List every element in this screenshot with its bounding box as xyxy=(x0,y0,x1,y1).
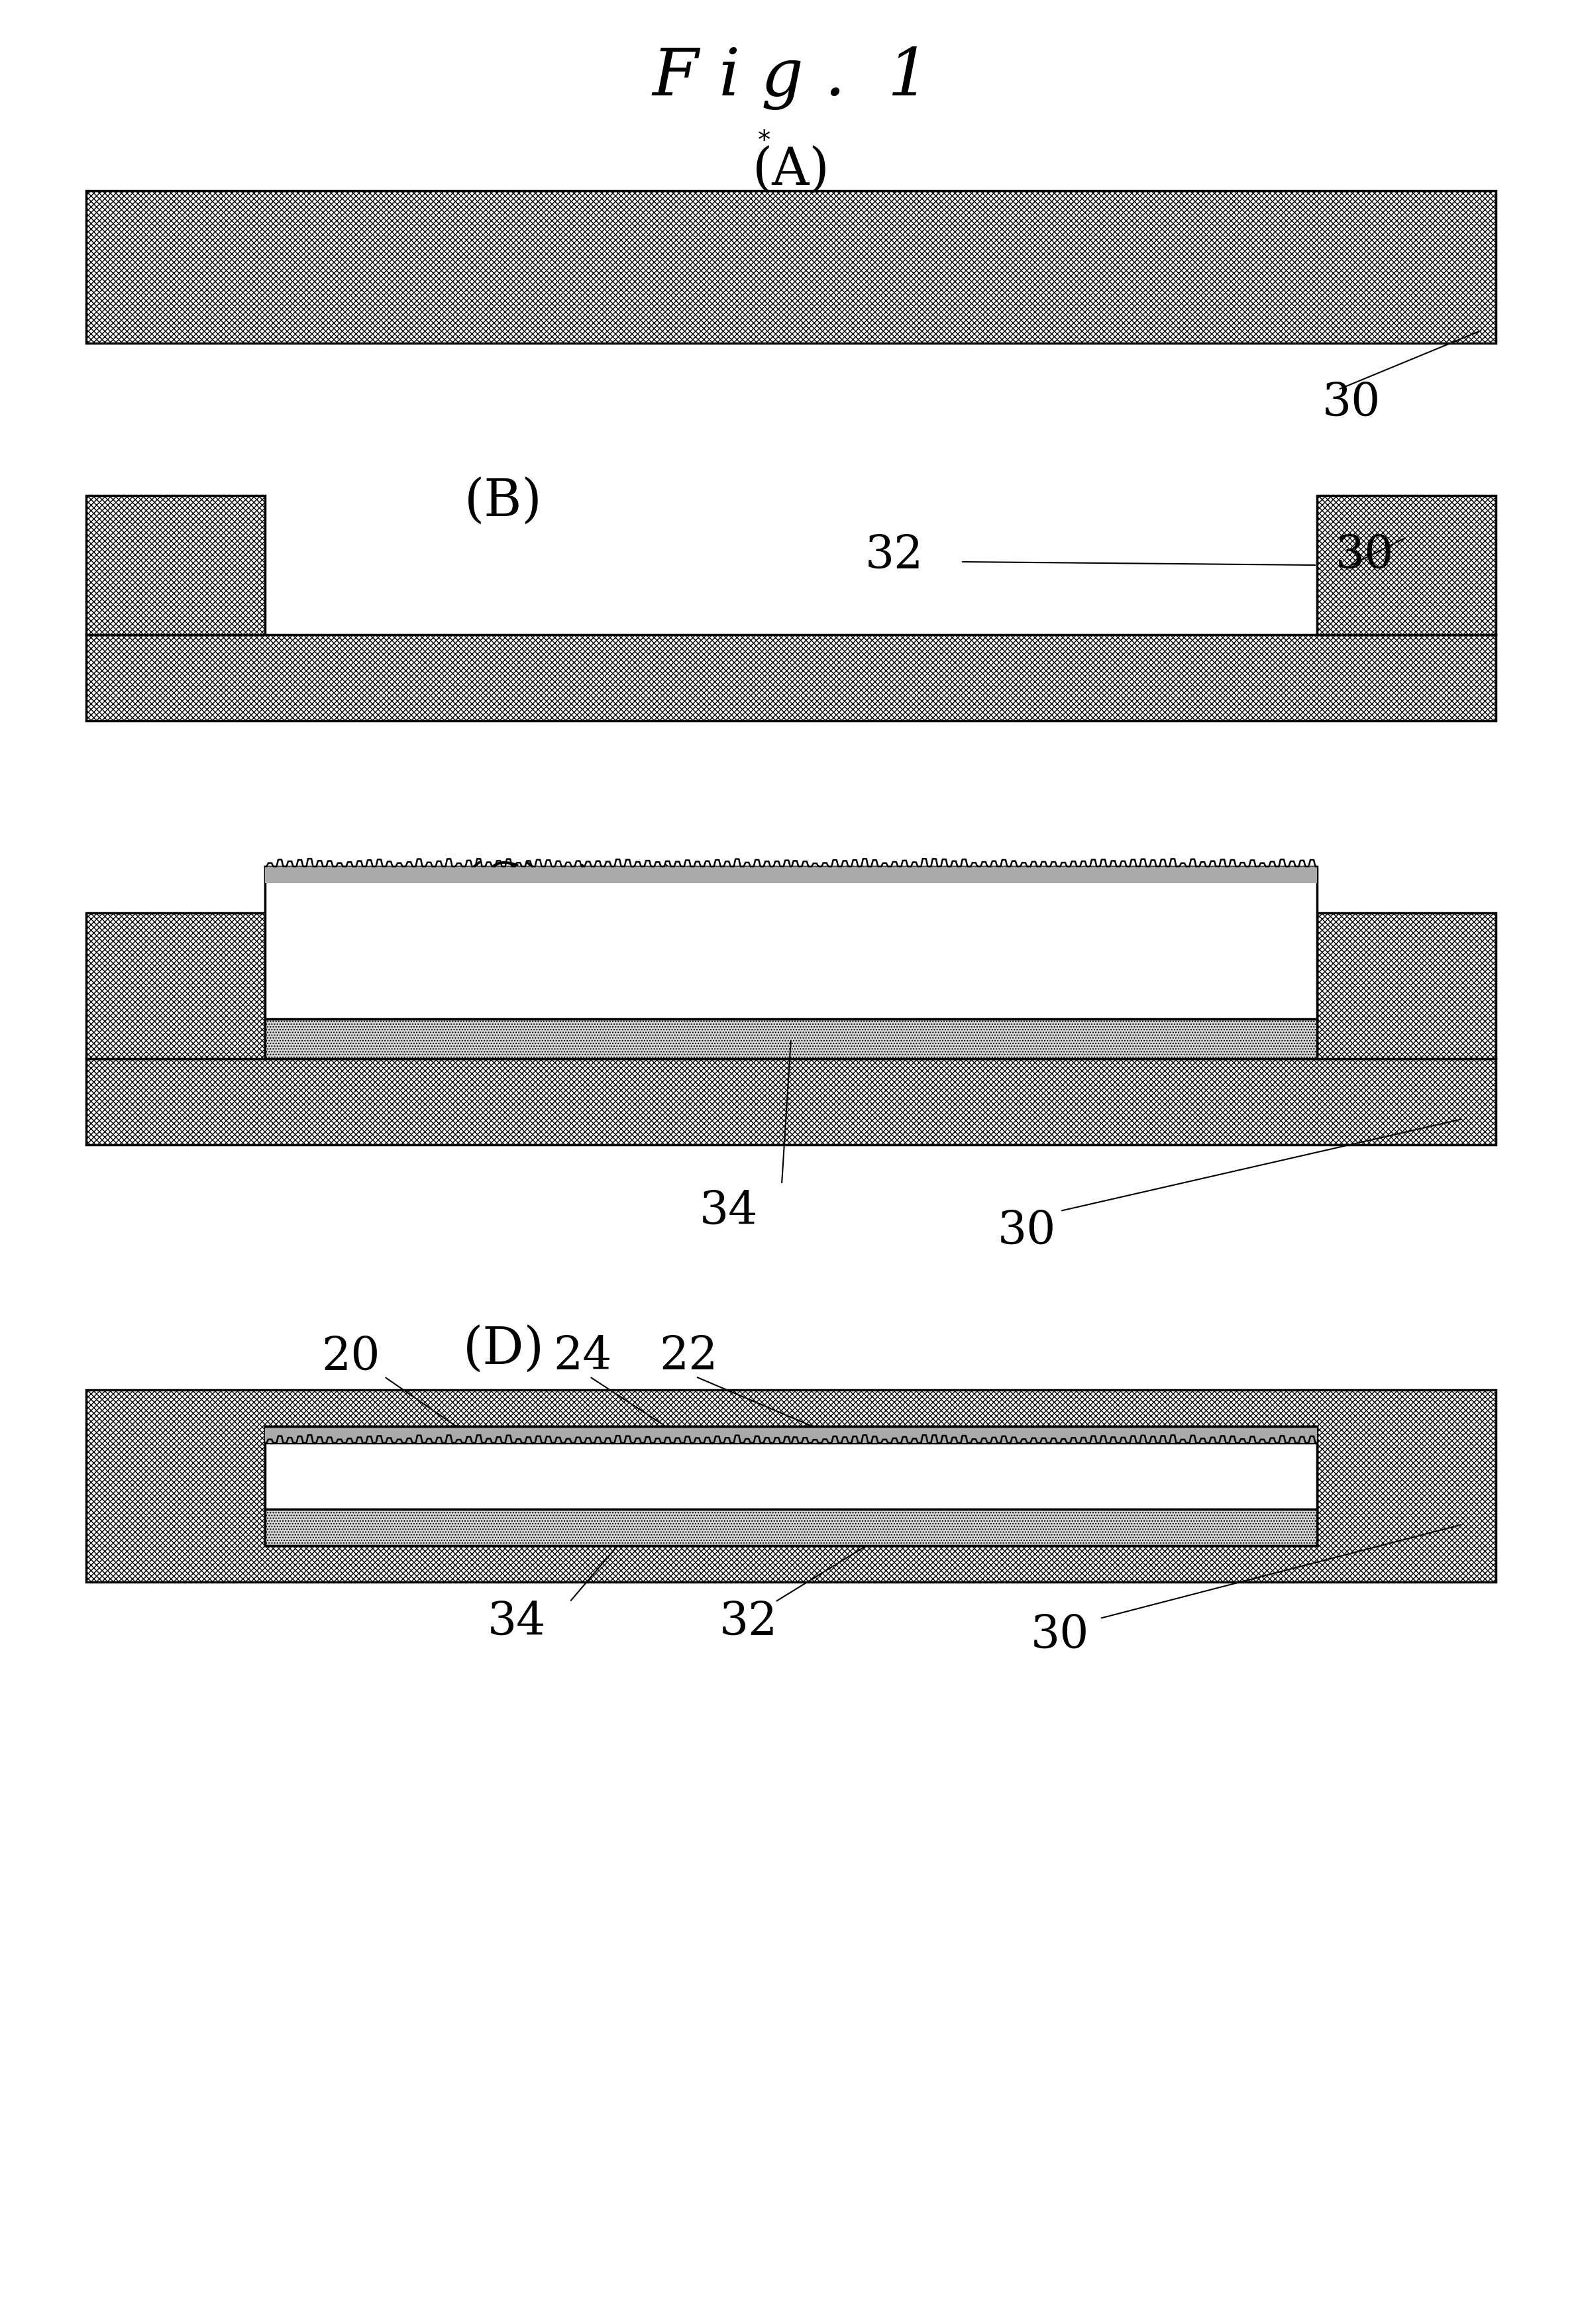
Text: 20: 20 xyxy=(321,1334,380,1378)
Text: (A): (A) xyxy=(753,146,829,195)
Text: 20: 20 xyxy=(778,897,837,941)
Bar xyxy=(85,1060,1497,1146)
Bar xyxy=(266,1427,1316,1443)
Bar xyxy=(266,1427,1316,1545)
Text: 24: 24 xyxy=(690,897,748,941)
Text: F i g .  1: F i g . 1 xyxy=(652,46,930,109)
Bar xyxy=(266,867,1316,1018)
Text: (D): (D) xyxy=(464,1325,544,1376)
Bar xyxy=(1316,495,1497,634)
Text: 22: 22 xyxy=(660,1334,718,1378)
Text: 30: 30 xyxy=(998,1208,1057,1253)
Bar xyxy=(266,1508,1316,1545)
Text: 32: 32 xyxy=(720,1599,778,1643)
Text: (C): (C) xyxy=(464,862,543,911)
Bar xyxy=(85,1390,1497,1583)
Bar xyxy=(266,867,1316,883)
Text: 34: 34 xyxy=(699,1190,758,1234)
Text: 34: 34 xyxy=(487,1599,546,1643)
Bar xyxy=(85,913,266,1060)
Bar xyxy=(266,1018,1316,1060)
Text: 30: 30 xyxy=(1031,1613,1090,1657)
Bar xyxy=(85,634,1497,720)
Bar xyxy=(85,495,266,634)
Bar xyxy=(1316,913,1497,1060)
Text: 30: 30 xyxy=(1323,381,1381,425)
Text: 24: 24 xyxy=(554,1334,612,1378)
Bar xyxy=(85,191,1497,344)
Text: 22: 22 xyxy=(620,897,679,941)
Text: *: * xyxy=(758,128,770,153)
Text: 30: 30 xyxy=(1335,532,1394,576)
Bar xyxy=(266,1443,1316,1508)
Text: 32: 32 xyxy=(1196,937,1255,981)
Text: 32: 32 xyxy=(865,532,924,576)
Text: (B): (B) xyxy=(465,476,543,528)
